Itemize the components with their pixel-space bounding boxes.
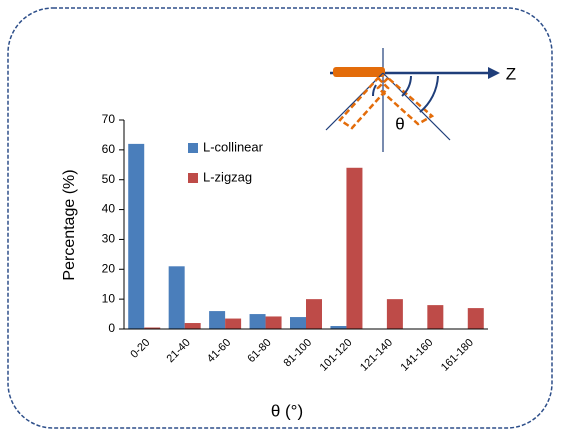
- diagram: Z θ: [325, 48, 516, 152]
- bar: [249, 314, 266, 329]
- legend-label: L-collinear: [203, 139, 264, 154]
- y-tick-label: 10: [102, 291, 116, 305]
- bar: [467, 308, 484, 329]
- bar: [209, 311, 226, 329]
- bar: [144, 327, 161, 329]
- bar: [330, 326, 347, 329]
- bar: [265, 316, 282, 329]
- zigzag-bond: [376, 76, 435, 126]
- zigzag-bond: [338, 76, 390, 130]
- bar: [184, 323, 201, 329]
- bar: [128, 143, 145, 329]
- bar: [386, 299, 403, 329]
- x-axis-label: θ (°): [271, 401, 303, 420]
- y-tick-label: 30: [102, 232, 116, 246]
- y-tick-label: 0: [108, 321, 115, 335]
- y-tick-label: 50: [102, 172, 116, 186]
- z-label: Z: [506, 64, 516, 83]
- legend-label: L-zigzag: [203, 169, 252, 184]
- bar: [225, 318, 242, 329]
- legend-swatch: [188, 173, 198, 183]
- bar: [346, 167, 363, 329]
- arrow-head: [488, 67, 500, 79]
- angle-arc: [371, 84, 377, 97]
- y-axis-label: Percentage (%): [61, 169, 78, 280]
- frame: [7, 7, 553, 429]
- angle-arc: [419, 75, 439, 113]
- legend-swatch: [188, 143, 198, 153]
- bond: [333, 67, 385, 77]
- bar: [427, 305, 444, 329]
- y-tick-label: 70: [102, 112, 116, 126]
- diag-line: [325, 72, 384, 131]
- angle-arc: [401, 75, 412, 97]
- y-tick-label: 40: [102, 202, 116, 216]
- bar: [306, 299, 322, 329]
- theta-label: θ: [395, 114, 404, 133]
- y-tick-label: 20: [102, 261, 116, 275]
- diag-line: [382, 72, 451, 141]
- bar: [290, 317, 306, 329]
- bar: [168, 266, 185, 329]
- y-tick-label: 60: [102, 142, 116, 156]
